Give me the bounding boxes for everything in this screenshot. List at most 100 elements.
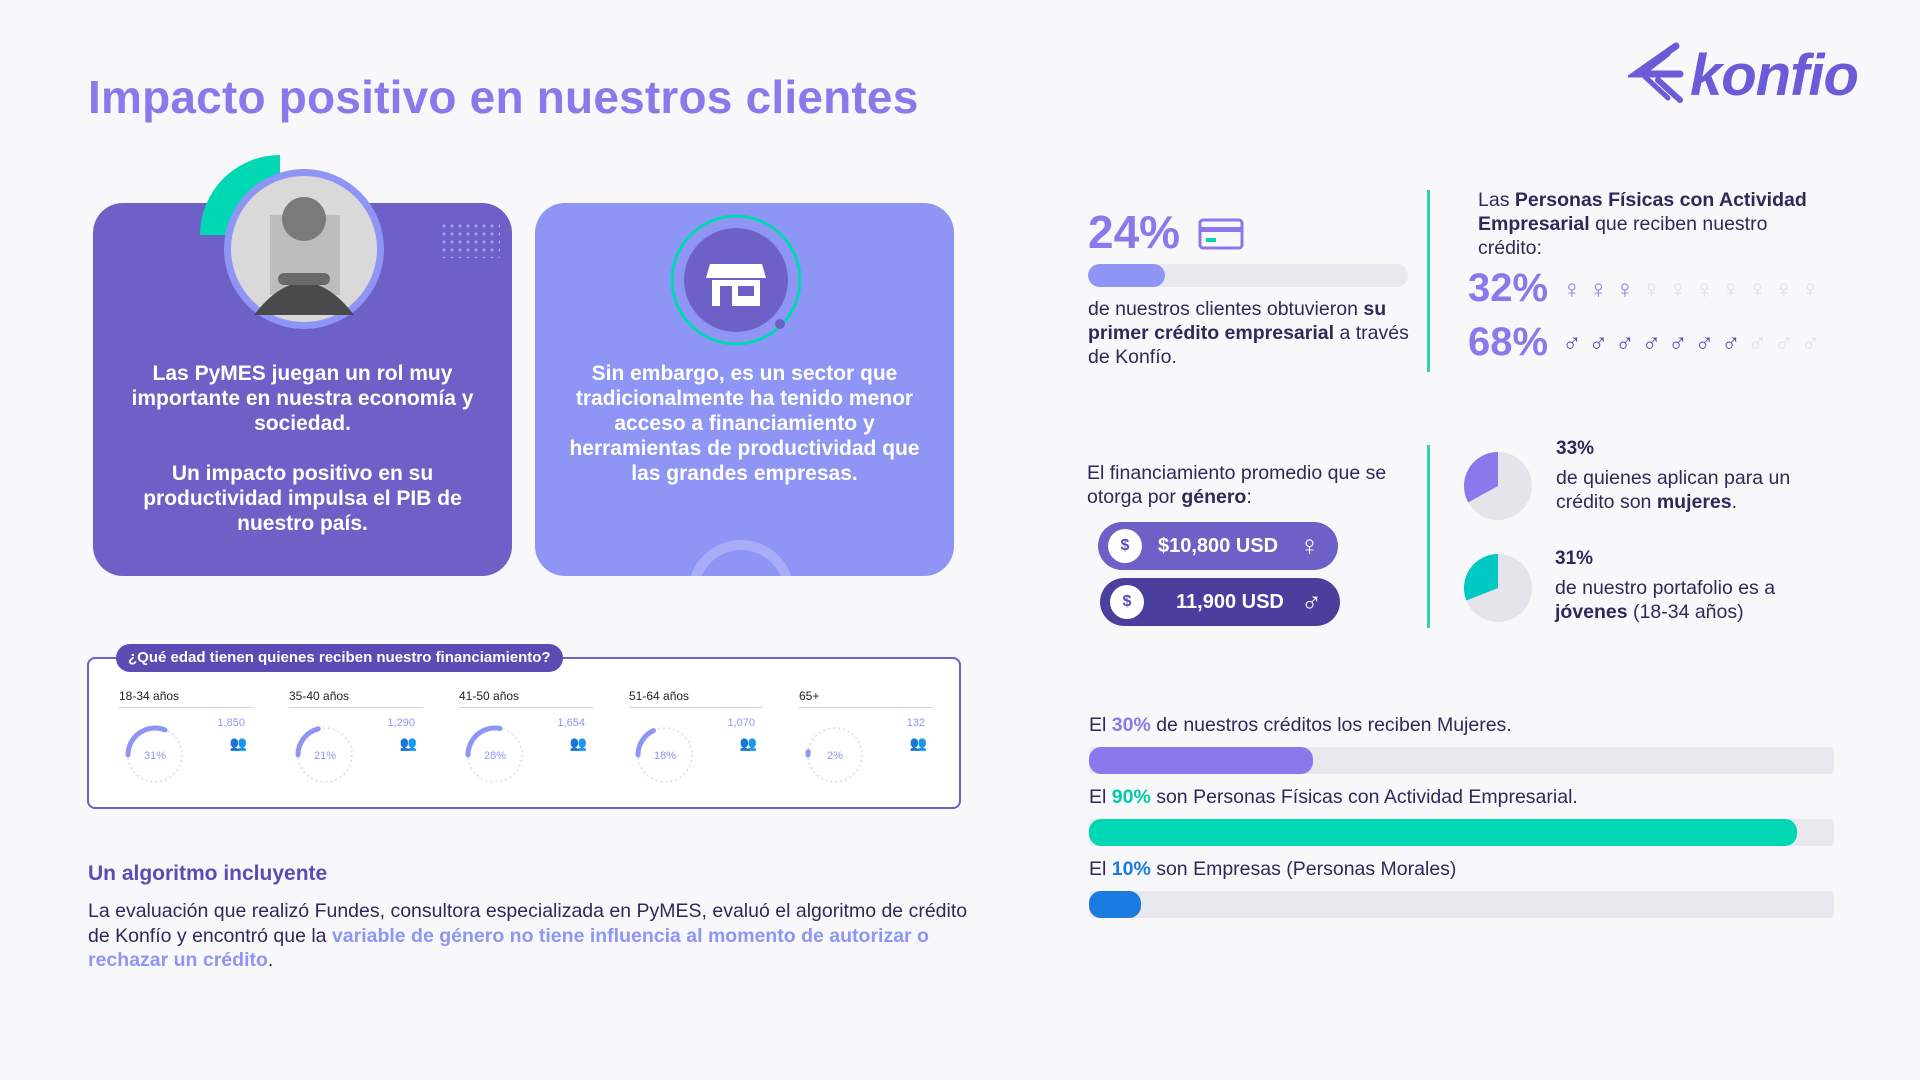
women-stat-text: de quienes aplican para un crédito son m… bbox=[1556, 466, 1816, 514]
age-percent: 31% bbox=[144, 750, 166, 762]
age-ring-chart: 2% bbox=[805, 727, 863, 783]
pfae-bar-fill bbox=[1089, 819, 1797, 846]
algorithm-text-before: La evaluación que realizó Fundes, consul… bbox=[88, 900, 968, 947]
age-group: 18-34 años 31% 1,850 👥 bbox=[119, 689, 253, 783]
age-ring-chart: 18% bbox=[635, 727, 693, 783]
youth-stat-percent: 31% bbox=[1555, 548, 1594, 569]
women-credits-bar-fill bbox=[1089, 747, 1313, 774]
male-pf-row: 68% ♂ ♂ ♂ ♂ ♂ ♂ ♂ ♂ ♂ ♂ bbox=[1468, 320, 1820, 365]
female-person-icon: ♀ bbox=[1615, 273, 1635, 304]
age-group-label: 35-40 años bbox=[289, 689, 423, 708]
financing-text-before: El financiamiento promedio que se otorga… bbox=[1087, 462, 1387, 508]
age-group: 35-40 años 21% 1,290 👥 bbox=[289, 689, 423, 783]
male-person-icon: ♂ bbox=[1721, 327, 1741, 358]
female-person-icon: ♀ bbox=[1694, 273, 1715, 304]
male-person-icon: ♂ bbox=[1774, 327, 1794, 358]
women-credits-bar bbox=[1089, 747, 1834, 774]
algorithm-highlight: variable de género no tiene influencia a… bbox=[88, 924, 929, 972]
female-pf-percent: 32% bbox=[1468, 266, 1549, 310]
age-group-label: 65+ bbox=[799, 689, 933, 708]
male-amount: 11,900 USD bbox=[1176, 590, 1284, 613]
credit-card-icon bbox=[1198, 218, 1244, 250]
algorithm-heading: Un algoritmo incluyente bbox=[88, 862, 328, 885]
pfae-bar bbox=[1089, 819, 1834, 846]
pf-bold: Personas Físicas con Actividad Empresari… bbox=[1478, 189, 1807, 235]
store-icon bbox=[670, 214, 802, 346]
age-group: 41-50 años 28% 1,654 👥 bbox=[459, 689, 593, 783]
age-count: 132 bbox=[906, 717, 925, 729]
female-person-icon: ♀ bbox=[1800, 273, 1821, 304]
women-stat-text-before: de quienes aplican para un crédito son bbox=[1556, 467, 1791, 513]
pymes-paragraph-2: Un impacto positivo en su productividad … bbox=[143, 462, 462, 535]
male-figures: ♂ ♂ ♂ ♂ ♂ ♂ ♂ ♂ ♂ ♂ bbox=[1562, 330, 1820, 356]
pymes-paragraph-1: Las PyMES juegan un rol muy importante e… bbox=[131, 362, 474, 435]
female-person-icon: ♀ bbox=[1721, 273, 1741, 304]
age-group-label: 18-34 años bbox=[119, 689, 253, 708]
divider-line-top bbox=[1427, 190, 1430, 372]
youth-pie-chart bbox=[1464, 554, 1532, 622]
age-count: 1,654 bbox=[557, 717, 585, 729]
first-credit-text: de nuestros clientes obtuvieron su prime… bbox=[1088, 297, 1428, 369]
konfio-logo: konfio bbox=[1624, 40, 1859, 120]
empresas-label: El 10% son Empresas (Personas Morales) bbox=[1089, 858, 1456, 881]
people-icon: 👥 bbox=[739, 735, 757, 751]
empresas-prefix: El bbox=[1089, 858, 1112, 880]
women-pie-slice bbox=[1464, 452, 1498, 503]
age-percent: 28% bbox=[484, 750, 506, 762]
age-question-pill: ¿Qué edad tienen quienes reciben nuestro… bbox=[116, 644, 563, 672]
male-person-icon: ♂ bbox=[1641, 327, 1662, 358]
youth-stat-text-before: de nuestro portafolio es a bbox=[1555, 577, 1776, 599]
female-amount: $10,800 USD bbox=[1158, 534, 1279, 557]
age-percent: 21% bbox=[314, 750, 336, 762]
divider-line-bottom bbox=[1427, 445, 1430, 628]
male-person-icon: ♂ bbox=[1800, 327, 1821, 358]
financing-text: El financiamiento promedio que se otorga… bbox=[1087, 461, 1407, 509]
male-pf-percent: 68% bbox=[1468, 320, 1549, 364]
age-percent: 18% bbox=[654, 750, 676, 762]
logo-wordmark: konfio bbox=[1690, 43, 1859, 108]
empresas-bar bbox=[1089, 891, 1834, 918]
male-person-icon: ♂ bbox=[1747, 327, 1768, 358]
youth-stat-text-after: (18-34 años) bbox=[1627, 601, 1744, 623]
male-person-icon: ♂ bbox=[1694, 327, 1715, 358]
first-credit-percent: 24% bbox=[1088, 206, 1181, 258]
first-credit-text-before: de nuestros clientes obtuvieron bbox=[1088, 298, 1364, 320]
age-group-label: 41-50 años bbox=[459, 689, 593, 708]
age-count: 1,290 bbox=[387, 717, 415, 729]
women-credits-pct: 30% bbox=[1111, 714, 1151, 736]
money-bag-icon: $ bbox=[1108, 529, 1142, 563]
youth-pie-slice bbox=[1464, 554, 1498, 601]
age-ring-chart: 21% bbox=[295, 726, 353, 783]
algorithm-text-after: . bbox=[267, 949, 274, 971]
youth-stat: 31% de nuestro portafolio es a jóvenes (… bbox=[1555, 548, 1825, 624]
age-group: 51-64 años 18% 1,070 👥 bbox=[629, 689, 763, 783]
male-amount-pill: $ 11,900 USD ♂ bbox=[1100, 578, 1340, 626]
first-credit-bold: su primer crédito empresarial bbox=[1088, 298, 1387, 344]
youth-stat-bold: jóvenes bbox=[1555, 601, 1628, 623]
male-figure-icon: ♂ bbox=[1301, 586, 1322, 617]
women-credits-prefix: El bbox=[1089, 714, 1112, 736]
women-pie-chart bbox=[1464, 452, 1532, 520]
male-person-icon: ♂ bbox=[1668, 327, 1688, 358]
personas-fisicas-text: Las Personas Físicas con Actividad Empre… bbox=[1478, 188, 1808, 260]
female-person-icon: ♀ bbox=[1668, 273, 1688, 304]
male-person-icon: ♂ bbox=[1615, 327, 1635, 358]
people-icon: 👥 bbox=[399, 735, 417, 751]
age-ring-chart: 28% bbox=[465, 725, 523, 783]
female-person-icon: ♀ bbox=[1774, 273, 1794, 304]
financing-bold: género bbox=[1181, 486, 1247, 508]
women-stat-percent: 33% bbox=[1556, 438, 1595, 459]
empresas-pct: 10% bbox=[1111, 858, 1151, 880]
age-group-label: 51-64 años bbox=[629, 689, 763, 708]
pfae-prefix: El bbox=[1089, 786, 1112, 808]
women-stat: 33% de quienes aplican para un crédito s… bbox=[1556, 438, 1816, 514]
age-percent: 2% bbox=[827, 750, 843, 762]
female-pf-row: 32% ♀ ♀ ♀ ♀ ♀ ♀ ♀ ♀ ♀ ♀ bbox=[1468, 266, 1820, 311]
age-ring-arc bbox=[465, 725, 503, 758]
pfae-label: El 90% son Personas Físicas con Activida… bbox=[1089, 786, 1578, 809]
age-ring-arc bbox=[125, 725, 168, 758]
pfae-rest: son Personas Físicas con Actividad Empre… bbox=[1150, 786, 1578, 808]
female-figure-icon: ♀ bbox=[1299, 530, 1320, 561]
youth-stat-text: de nuestro portafolio es a jóvenes (18-3… bbox=[1555, 576, 1825, 624]
first-credit-bar bbox=[1088, 264, 1408, 287]
